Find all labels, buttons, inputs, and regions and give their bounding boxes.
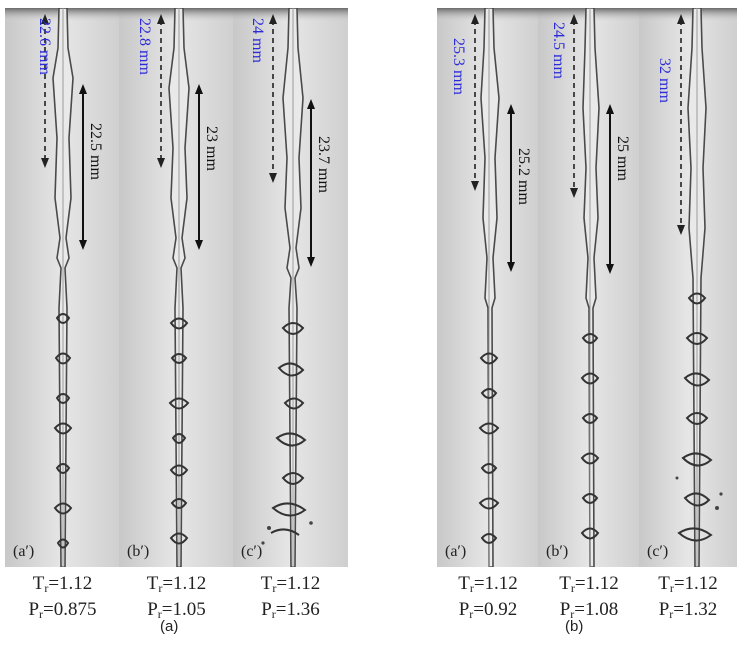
upper-length-label: 22.8 mm	[136, 18, 153, 75]
upper-length-label: 22.6 mm	[36, 18, 53, 75]
jet-image-panel: 32 mm (c′)	[639, 8, 737, 567]
lower-length-label: 25.2 mm	[515, 148, 532, 205]
figure-group-b: 25.3 mm 25.2 mm (a′) 24.5 m	[437, 8, 737, 635]
jet-image-panel: 24.5 mm 25 mm (b′)	[538, 8, 640, 567]
panel-label: (b′)	[127, 543, 149, 560]
upper-length-label: 32 mm	[656, 58, 673, 103]
condition-label: Tr=1.12 Pr=1.36	[260, 573, 321, 621]
upper-length-label: 25.3 mm	[450, 38, 467, 95]
condition-label: Tr=1.12 Pr=0.875	[28, 573, 97, 621]
group-label: (a)	[160, 618, 179, 635]
jet-photo: 22.8 mm 23 mm (b′)	[119, 8, 234, 567]
lower-length-label: 25 mm	[614, 136, 631, 181]
jet-image-panel: 22.6 mm 22.5 mm (a′)	[5, 8, 120, 567]
jet-image-panel: 24 mm 23.7 mm (c′)	[233, 8, 348, 567]
upper-length-label: 24 mm	[249, 18, 266, 63]
upper-length-label: 24.5 mm	[550, 22, 567, 79]
group-label: (b)	[565, 618, 584, 635]
lower-length-label: 23.7 mm	[315, 136, 332, 193]
condition-label: Tr=1.12 Pr=0.92	[458, 573, 518, 621]
condition-label: Tr=1.12 Pr=1.08	[559, 573, 619, 621]
panel-label: (a′)	[13, 543, 34, 560]
condition-label: Tr=1.12 Pr=1.05	[146, 573, 207, 621]
panel-label: (b′)	[546, 543, 568, 560]
jet-photo: 24 mm 23.7 mm (c′)	[233, 8, 348, 567]
jet-photo: 22.6 mm 22.5 mm (a′)	[5, 8, 120, 567]
panel-label: (a′)	[445, 543, 466, 560]
panel-label: (c′)	[647, 543, 668, 560]
figure-group-a: 22.6 mm 22.5 mm (a′)	[5, 8, 348, 635]
jet-image-panel: 25.3 mm 25.2 mm (a′)	[437, 8, 539, 567]
jet-photo: 24.5 mm 25 mm (b′)	[538, 8, 640, 567]
panel-label: (c′)	[241, 543, 262, 560]
jet-photo: 32 mm (c′)	[639, 8, 737, 567]
lower-length-label: 23 mm	[203, 126, 220, 171]
jet-image-panel: 22.8 mm 23 mm (b′)	[119, 8, 234, 567]
condition-label: Tr=1.12 Pr=1.32	[658, 573, 718, 621]
lower-length-label: 22.5 mm	[87, 123, 104, 180]
jet-photo: 25.3 mm 25.2 mm (a′)	[437, 8, 539, 567]
